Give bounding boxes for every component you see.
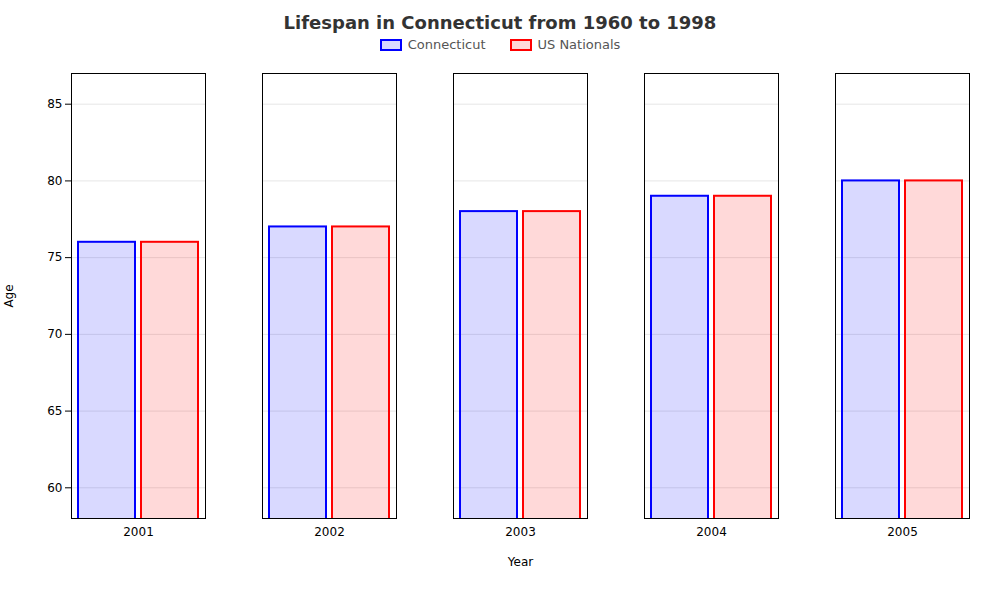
svg-text:80: 80 — [47, 174, 62, 188]
svg-text:75: 75 — [47, 250, 62, 264]
html-text:Connecticut: Connecticut — [407, 37, 486, 52]
svg-text:70: 70 — [47, 327, 62, 341]
svg-text:85: 85 — [47, 97, 62, 111]
svg-text:Year: Year — [507, 555, 533, 569]
svg-text:2005: 2005 — [887, 525, 918, 539]
svg-text:2004: 2004 — [696, 525, 727, 539]
svg-text:60: 60 — [47, 481, 62, 495]
html-text:Lifespan in Connecticut from 1: Lifespan in Connecticut from 1960 to 199… — [283, 12, 717, 33]
svg-text:2002: 2002 — [314, 525, 345, 539]
svg-text:2003: 2003 — [505, 525, 536, 539]
svg-text:Age: Age — [2, 284, 16, 307]
svg-text:65: 65 — [47, 404, 62, 418]
html-text:US Nationals: US Nationals — [537, 37, 621, 52]
svg-text:2001: 2001 — [123, 525, 154, 539]
